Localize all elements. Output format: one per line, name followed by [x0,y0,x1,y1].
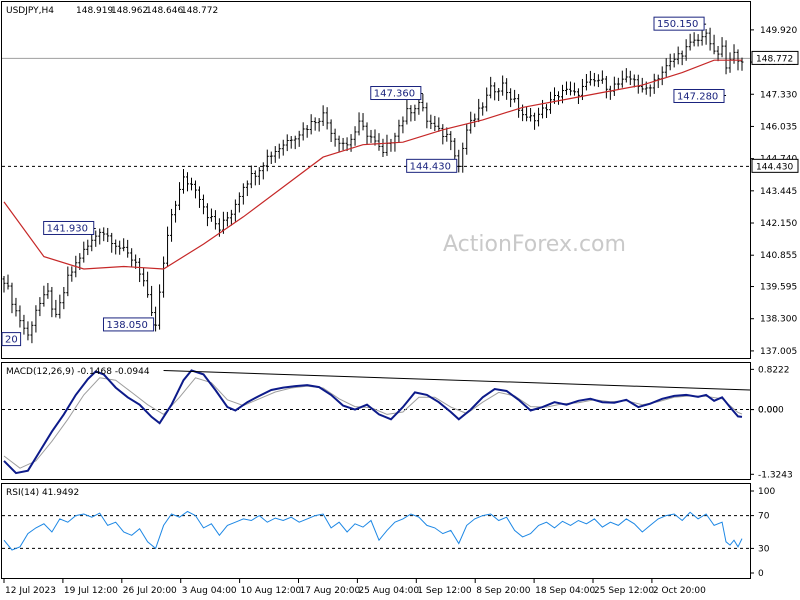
price-tick-label: 142.150 [760,219,797,229]
candlestick-series [2,27,744,344]
macd-trendline [163,369,751,391]
time-tick-label: 25 Sep 12:00 [594,586,654,596]
macd-indicator: 0.8222 0.000.000 -1.3243 [2,365,793,480]
macd-tick-label: -1.3243 [758,470,793,480]
annotation-box [673,88,725,103]
support-price-label-box [751,158,799,173]
price-tick-label: 139.595 [760,283,797,293]
price-tick-label: 138.300 [760,315,797,325]
ohlc-high: 148.962 [111,6,148,16]
macd-tick-label: 0.000 [758,406,784,416]
price-tick-label: 147.330 [760,90,797,100]
annotation-label: 150.150 [657,19,698,30]
annotation-box [1,332,22,347]
watermark: ActionForex.com [443,232,626,257]
rsi-tick-label: 0 [758,569,764,579]
time-tick-label: 10 Aug 12:00 [241,586,302,596]
annotation-label: 144.430 [410,161,451,172]
time-tick-label: 19 Jul 12:00 [64,586,118,596]
annotation-label: 147.280 [677,91,718,102]
ema-series [3,59,742,270]
annotation-box [43,220,95,235]
price-tick-label: 149.920 [760,26,797,36]
time-tick-label: 2 Oct 20:00 [653,586,706,596]
time-tick-label: 8 Sep 20:00 [476,586,531,596]
annotation-label: 141.930 [47,223,88,234]
ohlc-open: 148.919 [76,6,113,16]
annotation-label: 138.050 [106,320,147,331]
rsi-tick-label: 100 [758,487,775,497]
current-price-label: 148.772 [756,54,793,64]
macd-tick-label: 0.8222 [758,365,790,375]
time-axis: 12 Jul 2023 19 Jul 12:00 26 Jul 20:00 3 Aug… [3,579,706,596]
macd-tick-label: 0.00 [758,406,778,416]
rsi-tick-label: 70 [758,512,770,522]
price-tick-label: 146.035 [760,122,797,132]
time-tick-label: 3 Aug 04:00 [182,586,237,596]
macd-line [3,369,743,475]
time-tick-label: 25 Aug 04:00 [358,586,419,596]
rsi-panel-frame [1,483,751,579]
rsi-indicator: 100 70 30 0 [2,487,775,579]
ema-line [3,59,742,270]
annotation-label: 147.360 [374,89,415,100]
macd-label: MACD(12,26,9) -0.1468 -0.0944 [6,367,150,377]
macd-panel-frame [1,362,751,480]
time-tick-label: 12 Jul 2023 [5,586,56,596]
ohlc-close: 148.772 [181,6,218,16]
time-tick-label: 17 Aug 20:00 [300,586,361,596]
price-tick-label: 137.005 [760,347,797,357]
rsi-line [3,510,743,551]
annotation-label: 20 [5,335,18,346]
price-annotations: 150.150 147.360 147.280 141.930 138.050 144.4… [1,16,727,347]
annotation-box [102,317,155,332]
price-reference-lines: 148.772 144.430 [2,50,799,173]
support-price-label: 144.430 [756,162,793,172]
annotation-box [406,158,458,173]
symbol-label: USDJPY,H4 [6,6,54,16]
price-tick-label: 143.445 [760,187,797,197]
time-tick-label: 26 Jul 20:00 [123,586,177,596]
time-tick-label: 1 Sep 12:00 [417,586,472,596]
rsi-tick-label: 30 [758,544,770,554]
annotation-box [370,86,422,101]
price-panel-frame [1,1,751,359]
current-price-label-box [751,50,799,65]
ohlc-low: 148.646 [146,6,183,16]
price-tick-label: 140.855 [760,251,797,261]
time-tick-label: 18 Sep 04:00 [535,586,595,596]
price-axis: 149.920148.625147.330146.035144.740143.4… [750,26,797,357]
rsi-label: RSI(14) 41.9492 [6,488,79,498]
annotation-box [653,16,705,31]
